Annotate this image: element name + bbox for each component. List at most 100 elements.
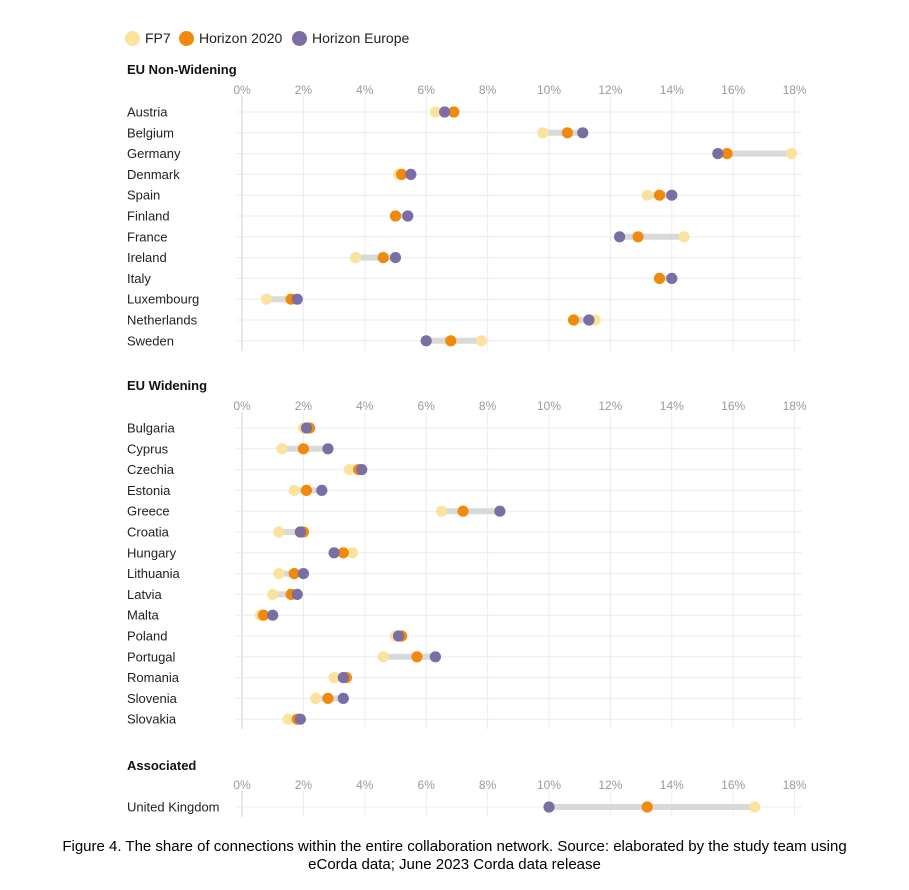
country-label: Austria [127, 105, 168, 120]
point-he [389, 252, 402, 264]
point-he [583, 314, 595, 326]
country-label: Poland [127, 629, 167, 644]
point-he [328, 547, 340, 559]
x-tick-label: 0% [233, 83, 251, 97]
point-h2020 [297, 443, 309, 455]
country-label: Hungary [127, 545, 177, 560]
point-he [429, 651, 442, 663]
group-title: EU Non-Widening [127, 62, 237, 77]
point-fp7 [475, 335, 488, 347]
point-fp7 [749, 801, 761, 813]
x-tick-label: 0% [233, 778, 251, 792]
x-tick-label: 2% [295, 778, 313, 792]
x-tick-label: 4% [356, 399, 374, 413]
x-tick-label: 2% [295, 399, 313, 413]
legend-item-horizon-2020: Horizon 2020 [179, 28, 282, 48]
x-tick-label: 16% [721, 778, 745, 792]
country-label: Malta [127, 608, 160, 623]
country-label: Netherlands [127, 313, 198, 328]
group-title: EU Widening [127, 378, 207, 393]
country-label: Spain [127, 188, 160, 203]
point-he [297, 568, 309, 580]
x-tick-label: 6% [418, 399, 436, 413]
point-he [666, 272, 678, 284]
country-label: Croatia [127, 525, 170, 540]
point-fp7 [343, 464, 356, 476]
legend-item-horizon-europe: Horizon Europe [292, 28, 409, 48]
country-label: Slovakia [127, 712, 177, 727]
country-label: Bulgaria [127, 421, 175, 436]
point-he [356, 464, 368, 476]
country-label: Czechia [127, 462, 175, 477]
point-he [577, 127, 589, 139]
point-he [267, 609, 279, 621]
caption-line-1: Figure 4. The share of connections withi… [62, 838, 847, 855]
x-tick-label: 4% [356, 83, 374, 97]
country-label: Germany [127, 146, 181, 161]
group-eu-non-widening: EU Non-Widening 0% 2% 4% 6% 8% 10% 12% 14% 16% 18%… [127, 62, 807, 351]
point-fp7 [678, 231, 690, 243]
point-h2020 [389, 210, 402, 222]
figure-caption: Figure 4. The share of connections withi… [20, 838, 889, 874]
point-he [402, 210, 414, 222]
x-tick-label: 10% [537, 399, 561, 413]
country-label: Latvia [127, 587, 162, 602]
point-he [712, 148, 724, 160]
point-fp7 [349, 252, 362, 264]
country-label: France [127, 229, 167, 244]
point-he [337, 692, 349, 705]
point-he [439, 106, 451, 118]
country-label: Greece [127, 504, 170, 519]
point-h2020 [653, 272, 666, 284]
point-fp7 [288, 484, 300, 496]
point-he [300, 422, 313, 434]
point-h2020 [337, 547, 349, 559]
point-he [494, 505, 506, 517]
x-tick-label: 8% [479, 778, 497, 792]
point-h2020 [411, 651, 423, 663]
point-he [543, 801, 555, 813]
x-tick-label: 14% [660, 778, 684, 792]
group-associated: Associated 0% 2% 4% 6% 8% 10% 12% 14% 16% 18% Unite… [127, 758, 807, 817]
point-h2020 [641, 801, 653, 813]
point-he [316, 484, 328, 496]
country-label: Luxembourg [127, 292, 199, 307]
point-fp7 [260, 293, 273, 305]
caption-line-2: eCorda data; June 2023 Corda data releas… [308, 856, 601, 873]
x-tick-label: 10% [537, 778, 561, 792]
point-he [614, 231, 626, 243]
country-label: Finland [127, 209, 170, 224]
point-h2020 [322, 692, 334, 705]
x-tick-label: 8% [479, 83, 497, 97]
point-h2020 [653, 189, 666, 201]
point-he [294, 713, 306, 725]
x-tick-label: 4% [356, 778, 374, 792]
country-label: Romania [127, 670, 180, 685]
x-tick-label: 6% [418, 778, 436, 792]
point-h2020 [445, 335, 457, 347]
point-h2020 [300, 484, 313, 496]
x-tick-label: 14% [660, 399, 684, 413]
x-tick-label: 12% [598, 778, 622, 792]
point-h2020 [457, 505, 469, 517]
country-label: Estonia [127, 483, 171, 498]
country-label: Sweden [127, 333, 174, 348]
point-he [420, 335, 432, 347]
x-tick-label: 18% [783, 83, 807, 97]
x-tick-label: 16% [721, 83, 745, 97]
dot-range-chart: EU Non-Widening 0% 2% 4% 6% 8% 10% 12% 14% 16% 18%… [127, 62, 807, 817]
country-label: United Kingdom [127, 800, 220, 815]
x-tick-label: 8% [479, 399, 497, 413]
point-he [337, 672, 349, 684]
x-tick-label: 16% [721, 399, 745, 413]
point-h2020 [257, 609, 270, 621]
point-fp7 [537, 127, 549, 139]
point-h2020 [561, 127, 574, 139]
point-fp7 [273, 568, 285, 580]
point-fp7 [282, 713, 294, 725]
point-fp7 [328, 672, 340, 684]
point-h2020 [377, 252, 389, 264]
country-label: Portugal [127, 649, 176, 664]
x-tick-label: 0% [233, 399, 251, 413]
point-fp7 [276, 443, 288, 455]
